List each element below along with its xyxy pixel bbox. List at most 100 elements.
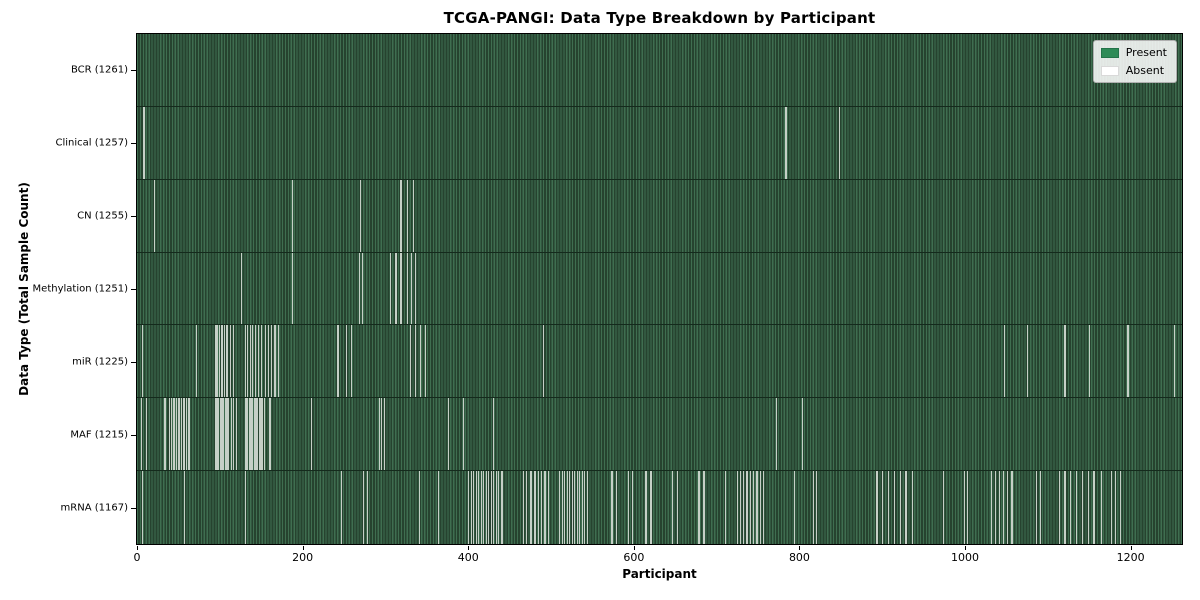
absent-mark xyxy=(574,471,576,544)
absent-mark xyxy=(345,325,347,398)
absent-mark xyxy=(493,471,495,544)
absent-mark xyxy=(999,471,1001,544)
absent-mark xyxy=(561,471,563,544)
absent-mark xyxy=(216,325,218,398)
y-tick-mark xyxy=(131,143,136,144)
absent-mark xyxy=(395,252,397,325)
absent-mark xyxy=(245,398,247,471)
absent-mark xyxy=(990,471,992,544)
absent-mark xyxy=(143,106,145,179)
absent-mark xyxy=(756,471,758,544)
absent-mark xyxy=(746,471,748,544)
absent-mark xyxy=(175,398,178,471)
absent-mark xyxy=(224,398,226,471)
absent-mark xyxy=(537,471,539,544)
absent-mark xyxy=(522,471,525,544)
absent-mark xyxy=(418,471,420,544)
absent-mark xyxy=(488,471,490,544)
absent-mark xyxy=(1100,471,1103,544)
absent-mark xyxy=(576,471,578,544)
y-tick-label-miR: miR (1225) xyxy=(72,356,128,368)
present-swatch-icon xyxy=(1100,47,1119,58)
absent-mark xyxy=(310,398,313,471)
absent-mark xyxy=(571,471,573,544)
y-tick-label-mRNA: mRNA (1167) xyxy=(60,502,128,514)
absent-mark xyxy=(183,398,185,471)
absent-mark xyxy=(254,325,256,398)
x-axis-label: Participant xyxy=(622,567,697,581)
absent-mark xyxy=(240,252,242,325)
absent-mark xyxy=(526,471,528,544)
absent-mark xyxy=(1003,325,1006,398)
absent-mark xyxy=(169,398,171,471)
absent-mark xyxy=(468,471,470,544)
absent-mark xyxy=(1076,471,1078,544)
absent-mark xyxy=(579,471,581,544)
absent-mark xyxy=(1093,471,1095,544)
absent-mark xyxy=(188,398,190,471)
absent-mark xyxy=(1089,325,1091,398)
absent-mark xyxy=(628,471,630,544)
absent-mark xyxy=(1003,471,1005,544)
absent-mark xyxy=(671,471,674,544)
absent-mark xyxy=(581,471,583,544)
absent-mark xyxy=(1007,471,1009,544)
y-tick-mark xyxy=(131,435,136,436)
absent-mark xyxy=(261,325,263,398)
absent-mark xyxy=(493,398,495,471)
x-tick-label-800: 800 xyxy=(788,551,810,564)
absent-mark xyxy=(250,398,252,471)
absent-mark xyxy=(358,252,361,325)
absent-mark xyxy=(480,471,482,544)
absent-mark xyxy=(1110,471,1112,544)
x-tick-mark xyxy=(799,546,801,550)
absent-mark xyxy=(566,471,568,544)
absent-mark xyxy=(473,471,475,544)
absent-mark xyxy=(248,398,250,471)
absent-mark xyxy=(1127,325,1129,398)
absent-mark xyxy=(447,398,449,471)
absent-mark xyxy=(367,471,369,544)
absent-mark xyxy=(263,398,265,471)
absent-mark xyxy=(412,179,414,252)
absent-mark xyxy=(1081,471,1083,544)
absent-mark xyxy=(410,325,412,398)
legend: Present Absent xyxy=(1092,40,1177,83)
absent-mark xyxy=(816,471,818,544)
y-tick-label-Clinical: Clinical (1257) xyxy=(55,137,129,149)
absent-mark xyxy=(912,471,914,544)
absent-mark xyxy=(378,398,380,471)
heatmap-row-Clinical xyxy=(137,106,1182,180)
absent-mark xyxy=(291,252,294,325)
absent-mark xyxy=(142,106,144,179)
absent-mark xyxy=(258,398,260,471)
heatmap-row-mRNA xyxy=(137,471,1182,544)
absent-mark xyxy=(547,471,549,544)
absent-mark xyxy=(584,471,586,544)
absent-mark xyxy=(230,398,232,471)
y-tick-mark xyxy=(131,362,136,363)
heatmap-row-Methylation xyxy=(137,252,1182,326)
absent-mark xyxy=(759,471,761,544)
absent-mark xyxy=(478,471,480,544)
absent-mark xyxy=(475,471,477,544)
absent-mark xyxy=(291,179,294,252)
absent-mark xyxy=(164,398,166,471)
legend-present-label: Present xyxy=(1125,46,1167,59)
absent-mark xyxy=(470,471,472,544)
absent-mark xyxy=(1087,471,1089,544)
absent-mark xyxy=(400,179,402,252)
absent-mark xyxy=(501,471,503,544)
heatmap-row-miR xyxy=(137,325,1182,399)
absent-mark xyxy=(905,471,907,544)
absent-mark xyxy=(257,398,259,471)
absent-mark xyxy=(218,398,220,471)
y-tick-mark xyxy=(131,289,136,290)
absent-mark xyxy=(1064,471,1066,544)
absent-mark xyxy=(776,398,778,471)
absent-mark xyxy=(223,398,225,471)
heatmap-row-BCR xyxy=(137,34,1182,107)
absent-mark xyxy=(262,398,264,471)
absent-mark xyxy=(228,398,230,471)
absent-mark xyxy=(221,398,223,471)
